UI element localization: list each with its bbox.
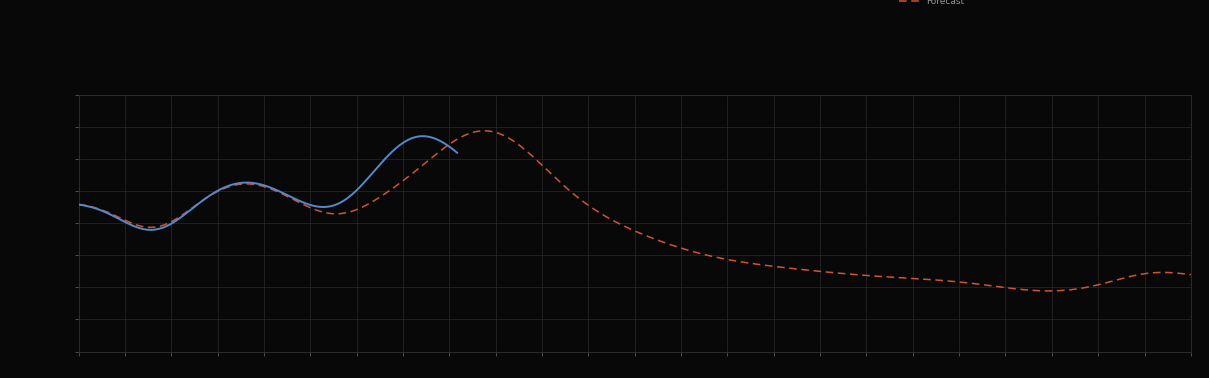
Legend: Montreal expected lowest water level above chart datum, Forecast: Montreal expected lowest water level abo…: [899, 0, 1186, 6]
